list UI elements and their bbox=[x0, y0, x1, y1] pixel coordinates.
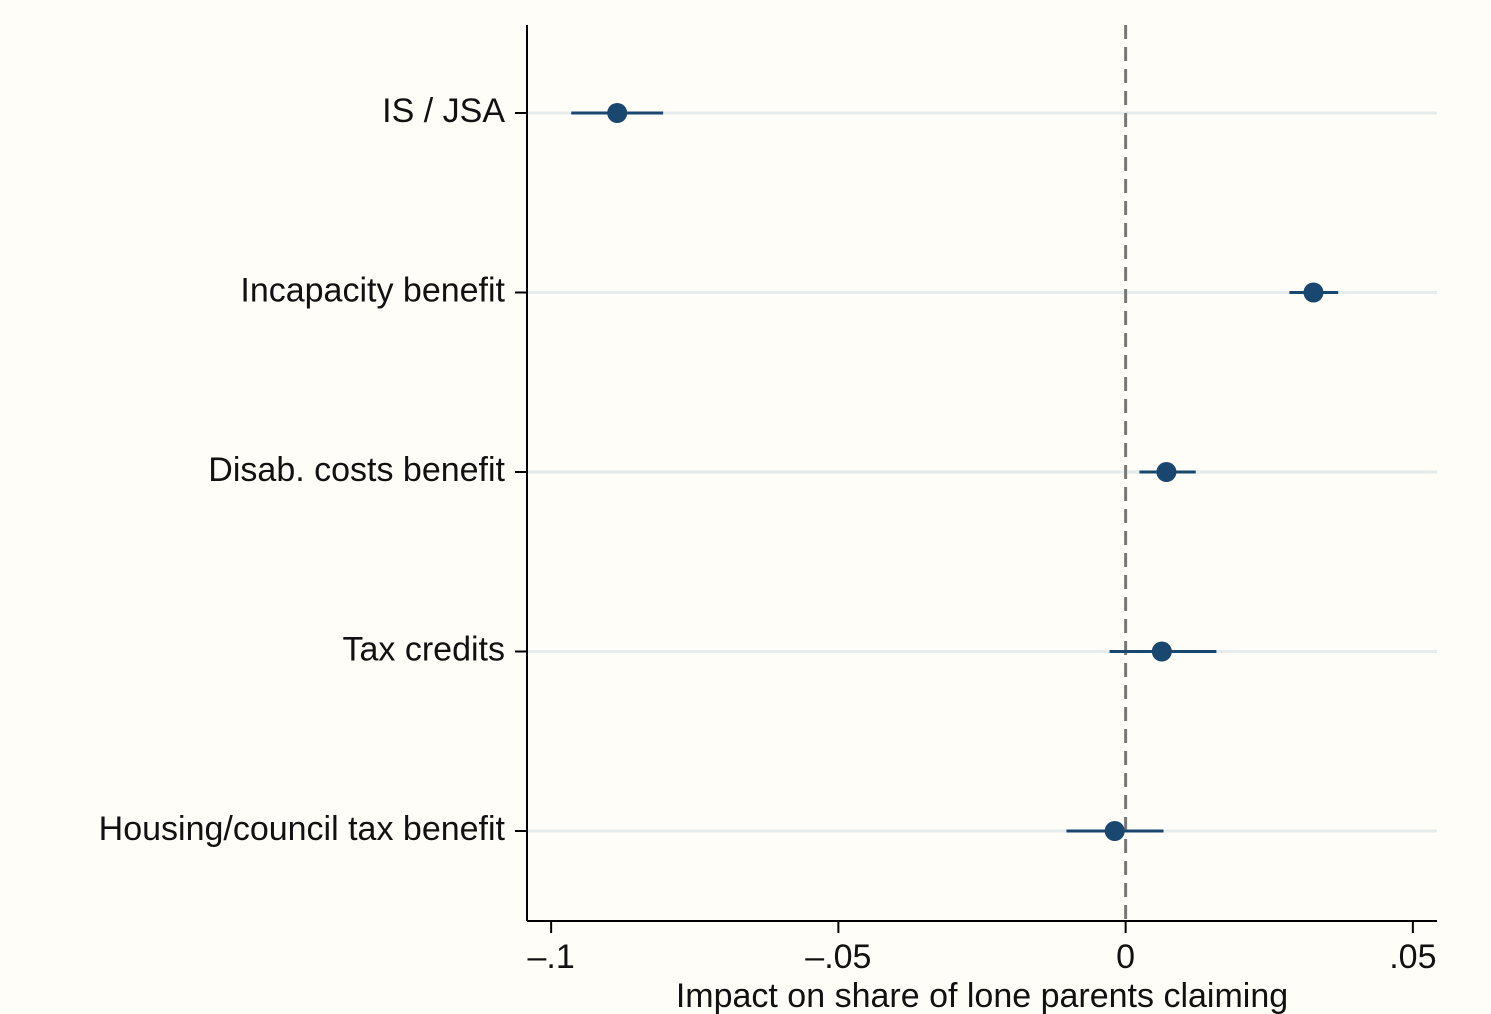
y-tick-label: IS / JSA bbox=[382, 92, 505, 130]
y-tick-label: Incapacity benefit bbox=[240, 271, 505, 309]
x-tick-label: 0 bbox=[1116, 938, 1135, 976]
y-tick-label: Housing/council tax benefit bbox=[99, 810, 506, 848]
point-estimate bbox=[1156, 462, 1177, 482]
x-tick-label: –.05 bbox=[805, 938, 871, 976]
x-tick-label: .05 bbox=[1389, 938, 1436, 976]
point-estimate bbox=[607, 103, 628, 123]
x-tick-label: –.1 bbox=[527, 938, 574, 976]
point-estimate bbox=[1104, 821, 1125, 841]
point-estimate bbox=[1151, 641, 1172, 662]
y-tick-label: Disab. costs benefit bbox=[208, 451, 505, 489]
y-tick-label: Tax credits bbox=[343, 630, 506, 668]
point-estimate bbox=[1303, 282, 1324, 303]
x-axis-title: Impact on share of lone parents claiming bbox=[676, 977, 1288, 1014]
